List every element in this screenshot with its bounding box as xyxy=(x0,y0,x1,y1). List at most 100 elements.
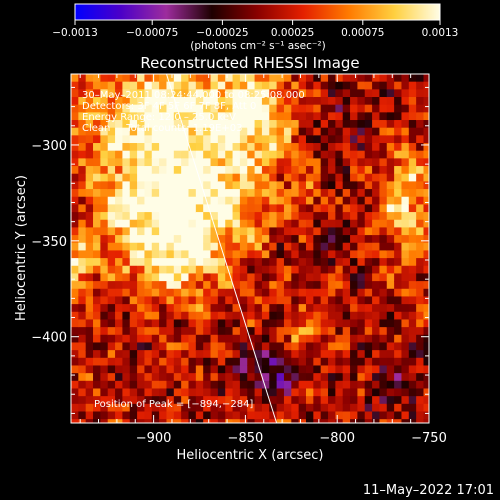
heatmap-cell xyxy=(210,97,219,106)
heatmap-cell xyxy=(225,334,234,344)
heatmap-cell xyxy=(210,120,219,129)
heatmap-cell xyxy=(78,189,87,198)
heatmap-cell xyxy=(144,189,153,198)
heatmap-cell xyxy=(71,342,79,351)
heatmap-cell xyxy=(254,342,263,351)
heatmap-cell xyxy=(305,419,314,423)
heatmap-cell xyxy=(342,120,351,129)
heatmap-cell xyxy=(107,212,116,221)
heatmap-cell xyxy=(239,196,248,205)
heatmap-cell xyxy=(78,311,87,321)
heatmap-cell xyxy=(305,143,314,152)
heatmap-cell xyxy=(401,273,410,282)
heatmap-cell xyxy=(394,388,403,397)
heatmap-cell xyxy=(144,89,153,98)
heatmap-cell xyxy=(115,242,123,252)
heatmap-cell xyxy=(173,319,182,328)
heatmap-cell xyxy=(342,173,351,182)
heatmap-cell xyxy=(254,311,263,321)
heatmap-cell xyxy=(291,227,300,236)
heatmap-cell xyxy=(151,127,160,136)
heatmap-cell xyxy=(298,242,307,252)
heatmap-cell xyxy=(129,419,138,423)
heatmap-cell xyxy=(247,166,256,175)
heatmap-cell xyxy=(144,173,153,182)
x-axis-ticks: −900 −850 −800 −750 xyxy=(79,74,447,446)
heatmap-cell xyxy=(394,173,403,182)
heatmap-cell xyxy=(342,158,351,167)
heatmap-cell xyxy=(85,288,94,298)
heatmap-cell xyxy=(276,104,285,113)
heatmap-cell xyxy=(291,296,300,305)
heatmap-cell xyxy=(298,166,307,175)
heatmap-cell xyxy=(313,120,322,129)
heatmap-cell xyxy=(276,242,285,252)
heatmap-cell xyxy=(122,334,131,344)
heatmap-cell xyxy=(269,181,278,190)
heatmap-cell xyxy=(254,380,263,390)
heatmap-cell xyxy=(217,396,226,405)
heatmap-cell xyxy=(328,304,336,313)
heatmap-cell xyxy=(203,189,212,198)
heatmap-cell xyxy=(100,89,109,98)
heatmap-cell xyxy=(357,373,366,382)
heatmap-cell xyxy=(188,311,197,321)
heatmap-cell xyxy=(276,380,285,390)
heatmap-cell xyxy=(394,143,403,152)
heatmap-cell xyxy=(203,74,212,83)
heatmap-cell xyxy=(225,411,234,420)
heatmap-cell xyxy=(71,273,79,282)
heatmap-cell xyxy=(195,273,204,282)
heatmap-cell xyxy=(283,120,292,129)
heatmap-cell xyxy=(78,334,87,344)
heatmap-cell xyxy=(261,189,270,198)
heatmap-cell xyxy=(298,373,307,382)
heatmap-cell xyxy=(210,411,219,420)
heatmap-cell xyxy=(166,250,175,259)
heatmap-cell xyxy=(107,150,116,159)
heatmap-cell xyxy=(188,304,197,313)
heatmap-cell xyxy=(100,166,109,175)
heatmap-cell xyxy=(423,81,429,90)
heatmap-cell xyxy=(386,380,395,390)
heatmap-cell xyxy=(195,396,204,405)
heatmap-cell xyxy=(129,112,138,121)
heatmap-cell xyxy=(394,296,403,305)
heatmap-cell xyxy=(335,373,344,382)
heatmap-cell xyxy=(217,189,226,198)
heatmap-cell xyxy=(305,373,314,382)
heatmap-cell xyxy=(313,419,322,423)
heatmap-cell xyxy=(298,365,307,374)
heatmap-cell xyxy=(159,296,168,305)
heatmap-cell xyxy=(122,342,131,351)
heatmap-cell xyxy=(357,173,366,182)
heatmap-cell xyxy=(408,327,417,336)
heatmap-cell xyxy=(364,342,373,351)
heatmap-cell xyxy=(217,104,226,113)
annotations: 30–May–2011 08:24:44.000 to 08:25:08.000… xyxy=(82,90,305,410)
heatmap-cell xyxy=(416,373,425,382)
heatmap-cell xyxy=(269,219,278,229)
heatmap-cell xyxy=(166,158,175,167)
heatmap-cell xyxy=(181,334,190,344)
heatmap-cell xyxy=(313,150,322,159)
heatmap-cell xyxy=(181,357,190,367)
heatmap-cell xyxy=(401,74,410,83)
heatmap-cell xyxy=(364,212,373,221)
heatmap-cell xyxy=(416,342,425,351)
heatmap-cell xyxy=(122,81,131,90)
heatmap-cell xyxy=(78,296,87,305)
heatmap-cell xyxy=(401,89,410,98)
heatmap-cell xyxy=(188,135,197,144)
heatmap-cell xyxy=(261,127,270,136)
heatmap-cell xyxy=(210,242,219,252)
heatmap-cell xyxy=(188,357,197,367)
heatmap-cell xyxy=(276,219,285,229)
heatmap-cell xyxy=(379,81,388,90)
heatmap-cell xyxy=(232,181,241,190)
heatmap-cell xyxy=(225,304,234,313)
heatmap-cell xyxy=(151,81,160,90)
heatmap-cell xyxy=(394,158,403,167)
colorbar-tick-label: −0.00075 xyxy=(126,27,178,39)
heatmap-cell xyxy=(122,327,131,336)
